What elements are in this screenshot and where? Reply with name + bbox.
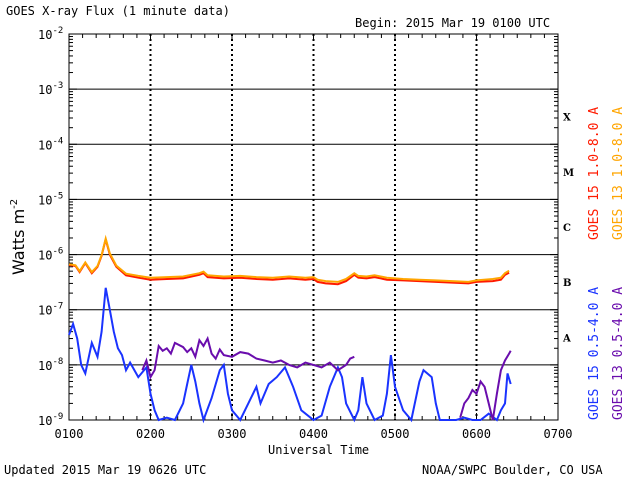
x-tick-labels: 0100 0200 0300 0400 0500 0600 0700 [55, 427, 573, 441]
x-tick-label: 0200 [136, 427, 165, 441]
y-tick-base: 10 [38, 138, 52, 152]
y-tick-exp: -4 [52, 136, 63, 146]
y-tick-base: 10 [38, 83, 52, 97]
plot-frame [68, 33, 559, 421]
hour-dotted-marks [149, 34, 478, 420]
flare-class-C: C [563, 223, 571, 234]
flare-class-X: X [563, 113, 571, 124]
x-tick-label: 0100 [55, 427, 84, 441]
y-tick-base: 10 [38, 193, 52, 207]
x-tick-label: 0500 [381, 427, 410, 441]
series-line-1 [68, 234, 510, 283]
legend-entry: GOES 15 1.0-8.0 A [587, 107, 602, 240]
series-lines [68, 234, 512, 424]
series-line-3 [141, 335, 355, 380]
y-tick-exp: -8 [52, 357, 63, 367]
x-tick-label: 0300 [218, 427, 247, 441]
y-tick-exp: -5 [52, 191, 63, 201]
y-tick-label: 10-2 [38, 26, 63, 42]
series-line-2 [68, 287, 512, 424]
legend: GOES 15 1.0-8.0 A GOES 13 1.0-8.0 A GOES 1… [587, 107, 626, 420]
y-axis-label-main: Watts m [9, 209, 28, 275]
credit-label: NOAA/SWPC Boulder, CO USA [422, 463, 603, 477]
series-line-3 [459, 350, 512, 421]
chart-title: GOES X-ray Flux (1 minute data) [6, 4, 230, 18]
y-tick-label: 10-8 [38, 357, 63, 373]
x-tick-label: 0400 [299, 427, 328, 441]
y-tick-label: 10-3 [38, 81, 63, 97]
y-tick-base: 10 [38, 304, 52, 318]
legend-entry: GOES 13 1.0-8.0 A [611, 107, 626, 240]
y-tick-label: 10-7 [38, 302, 63, 318]
y-tick-exp: -9 [52, 412, 63, 422]
y-axis-label: Watts m-2 [9, 199, 28, 275]
flare-class-labels: X M C B A [562, 113, 574, 345]
flare-class-M: M [563, 168, 574, 179]
y-tick-label: 10-9 [38, 412, 63, 428]
y-tick-exp: -6 [52, 247, 63, 257]
plot-area: X M C B A [68, 33, 574, 424]
y-tick-exp: -2 [52, 26, 63, 36]
x-tick-label: 0700 [544, 427, 573, 441]
legend-entry: GOES 15 0.5-4.0 A [587, 287, 602, 420]
y-tick-label: 10-5 [38, 191, 63, 207]
flare-class-B: B [563, 278, 571, 289]
updated-timestamp: Updated 2015 Mar 19 0626 UTC [4, 463, 206, 477]
y-tick-exp: -3 [52, 81, 63, 91]
y-tick-label: 10-4 [38, 136, 63, 152]
y-tick-labels: 10-910-810-710-610-510-410-310-2 [38, 26, 63, 428]
x-tick-label: 0600 [462, 427, 491, 441]
x-axis-ticks [68, 34, 559, 420]
y-tick-label: 10-6 [38, 247, 63, 263]
begin-timestamp: Begin: 2015 Mar 19 0100 UTC [355, 16, 550, 30]
y-tick-exp: -7 [52, 302, 63, 312]
y-tick-base: 10 [38, 249, 52, 263]
flare-class-A: A [562, 333, 571, 344]
y-axis-label-exp: -2 [9, 199, 20, 209]
legend-entry: GOES 13 0.5-4.0 A [611, 287, 626, 420]
y-tick-base: 10 [38, 28, 52, 42]
y-axis-ticks [69, 36, 558, 421]
y-tick-base: 10 [38, 414, 52, 428]
x-axis-label: Universal Time [268, 443, 369, 457]
y-tick-base: 10 [38, 359, 52, 373]
